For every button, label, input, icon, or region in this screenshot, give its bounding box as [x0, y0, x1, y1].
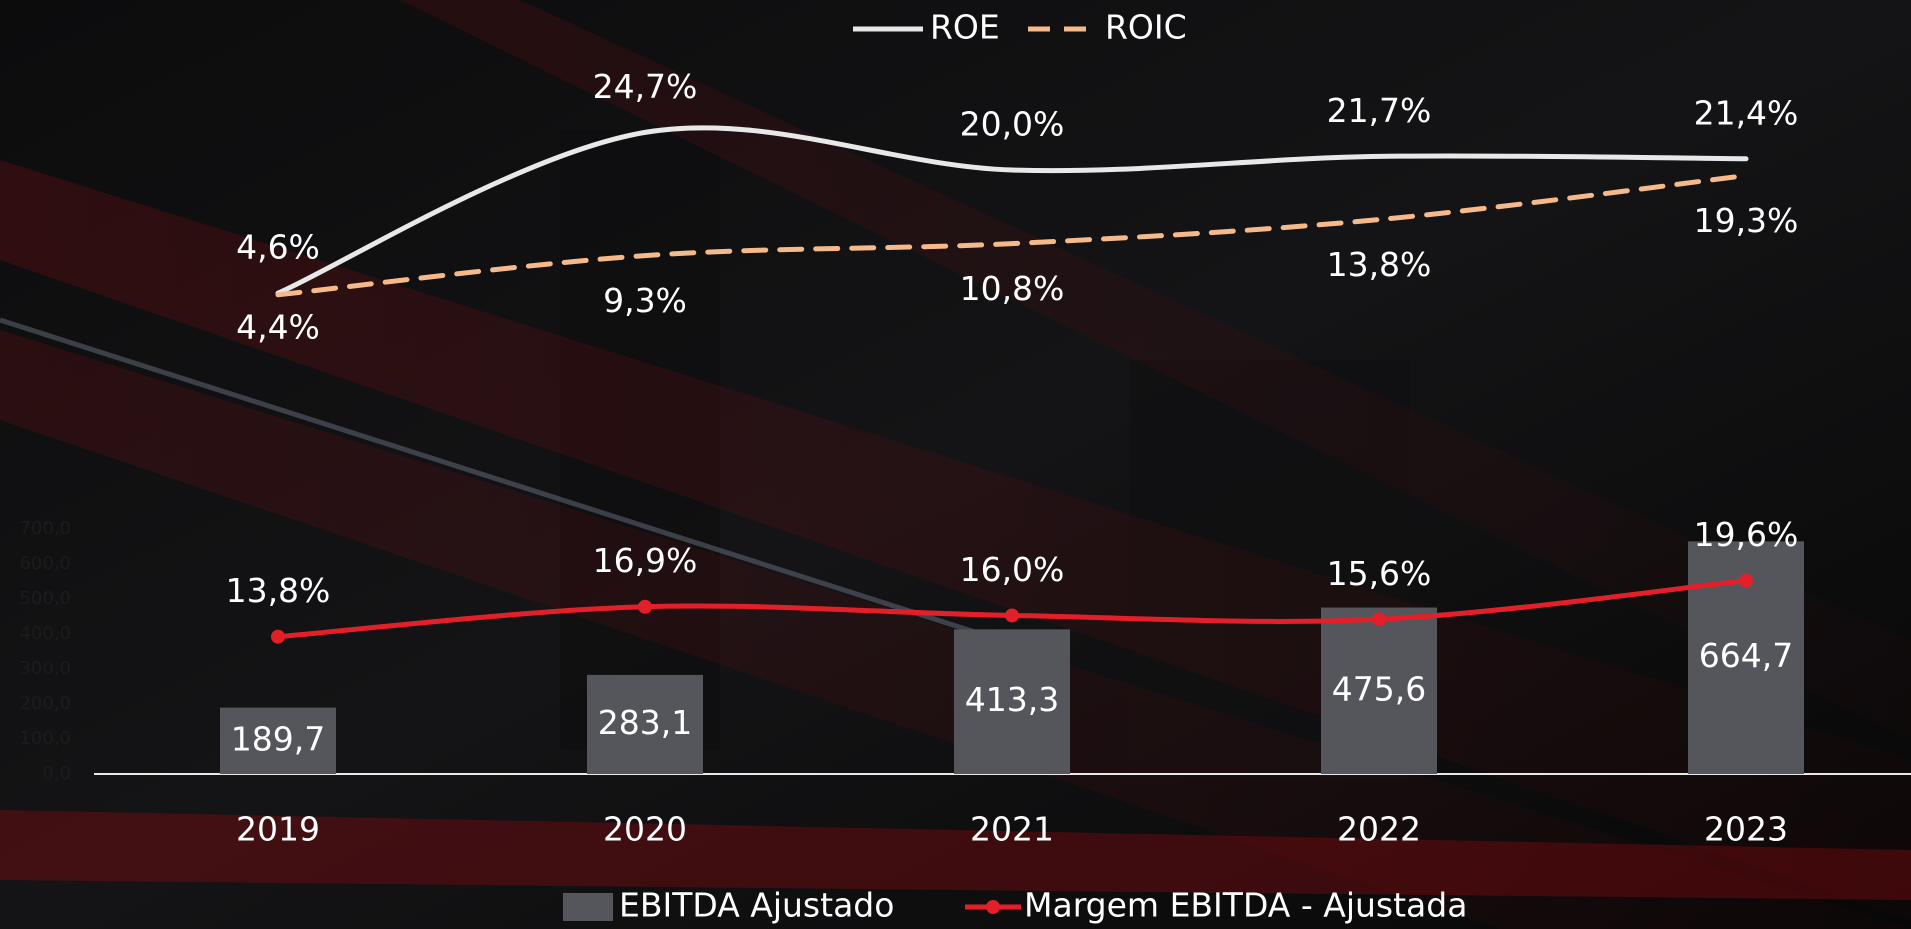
x-tick-label: 2020 [603, 810, 687, 849]
y-tick-label: 0,0 [42, 763, 71, 784]
bar [587, 674, 703, 774]
bar-label: 475,6 [1332, 669, 1426, 708]
legend-swatch [563, 893, 613, 921]
data-label: 9,3% [603, 281, 687, 320]
legend-label: ROIC [1105, 8, 1187, 47]
data-label: 10,8% [960, 269, 1065, 308]
legend-label: ROE [930, 8, 1000, 47]
data-label: 4,4% [236, 307, 320, 346]
bar-label: 413,3 [965, 680, 1059, 719]
data-label: 19,3% [1694, 201, 1799, 240]
y-tick-label: 700,0 [19, 518, 71, 539]
y-tick-label: 500,0 [19, 588, 71, 609]
line [275, 125, 1749, 296]
y-tick-label: 400,0 [19, 623, 71, 644]
bar [1321, 607, 1437, 774]
x-tick-label: 2019 [236, 810, 320, 849]
point [271, 629, 285, 644]
data-label: 16,9% [593, 541, 698, 580]
legend-label: EBITDA Ajustado [619, 886, 894, 925]
data-label: 13,8% [1327, 245, 1432, 284]
line [275, 173, 1749, 298]
data-label: 16,0% [960, 550, 1065, 589]
point [1005, 608, 1019, 623]
bar [954, 629, 1070, 774]
data-label: 21,4% [1694, 93, 1799, 132]
data-label: 15,6% [1327, 554, 1432, 593]
x-tick-label: 2022 [1337, 810, 1421, 849]
data-label: 13,8% [226, 571, 331, 610]
y-tick-label: 100,0 [19, 728, 71, 749]
point [1739, 573, 1753, 588]
data-label: 4,6% [236, 228, 320, 267]
y-tick-label: 300,0 [19, 658, 71, 679]
y-tick-label: 200,0 [19, 693, 71, 714]
bar [220, 707, 336, 774]
y-tick-label: 600,0 [19, 553, 71, 574]
x-tick-label: 2023 [1704, 810, 1788, 849]
data-label: 20,0% [960, 105, 1065, 144]
point [638, 599, 652, 614]
bar-label: 189,7 [231, 719, 325, 758]
bar-label: 664,7 [1699, 636, 1793, 675]
data-label: 19,6% [1694, 515, 1799, 554]
data-label: 21,7% [1327, 91, 1432, 130]
legend-swatch [986, 900, 1000, 914]
x-tick-label: 2021 [970, 810, 1054, 849]
point [1372, 612, 1386, 627]
bar-label: 283,1 [598, 703, 692, 742]
legend-label: Margem EBITDA - Ajustada [1024, 886, 1467, 925]
data-label: 24,7% [593, 67, 698, 106]
